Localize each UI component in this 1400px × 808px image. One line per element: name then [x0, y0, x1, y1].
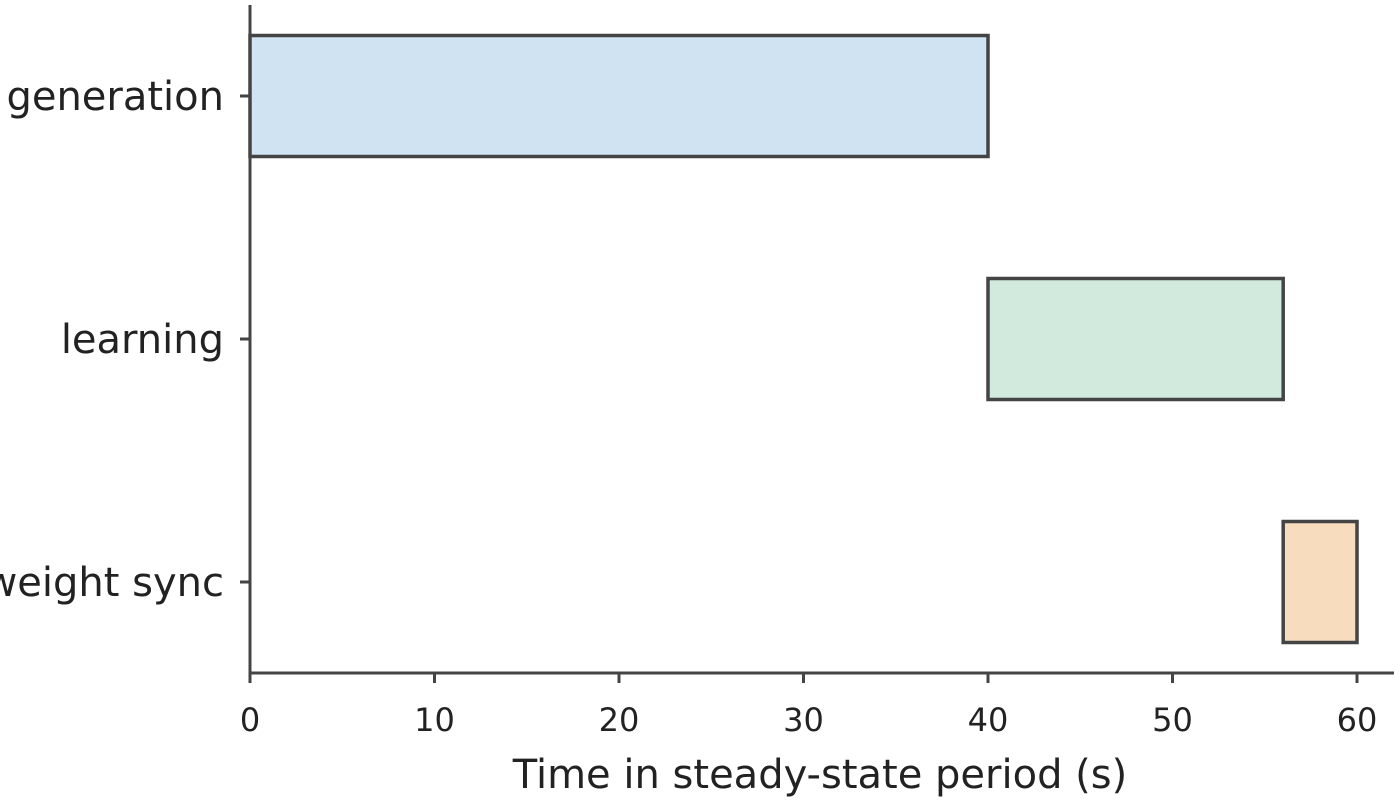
x-tick-label: 60	[1337, 701, 1378, 739]
y-tick-label: learning	[61, 317, 224, 363]
x-tick-label: 30	[783, 701, 824, 739]
x-axis-title: Time in steady-state period (s)	[512, 752, 1127, 798]
bar-weight-sync	[1281, 519, 1359, 645]
x-tick-label: 20	[599, 701, 640, 739]
x-axis-ticks: 0 10 20 30 40 50 60	[240, 673, 1378, 739]
x-tick-label: 50	[1152, 701, 1193, 739]
y-axis-ticks: generation learning weight sync	[0, 74, 250, 606]
bar-learning	[986, 276, 1285, 402]
bars-layer	[248, 33, 1359, 645]
x-tick-label: 0	[240, 701, 260, 739]
y-tick-label: generation	[6, 74, 224, 120]
x-tick-label: 10	[414, 701, 455, 739]
bar-generation	[248, 33, 990, 159]
x-tick-label: 40	[968, 701, 1009, 739]
y-tick-label: weight sync	[0, 560, 224, 606]
